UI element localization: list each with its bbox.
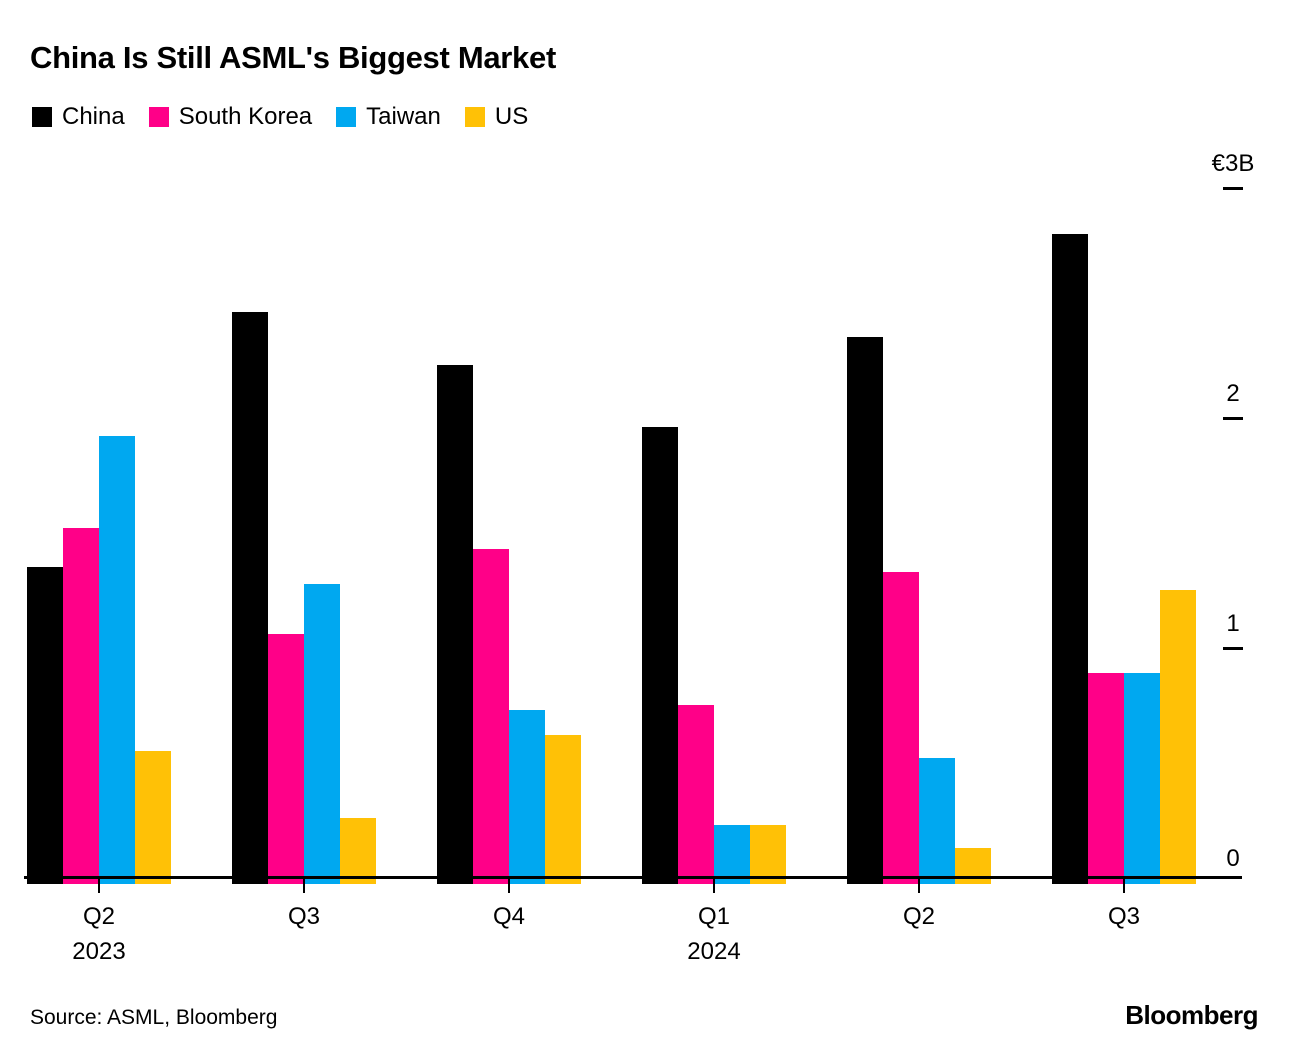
x-axis-tick bbox=[918, 879, 920, 893]
y-axis-tick bbox=[1223, 187, 1243, 190]
bar-taiwan-q3 bbox=[1124, 673, 1160, 884]
bloomberg-logo: Bloomberg bbox=[1125, 1000, 1258, 1030]
legend-swatch-south-korea bbox=[148, 107, 169, 127]
x-axis-tick bbox=[1123, 879, 1125, 893]
legend-label-china: China bbox=[62, 103, 125, 130]
legend-label-south-korea: South Korea bbox=[178, 103, 313, 130]
bar-us-q3 bbox=[340, 818, 376, 884]
bar-taiwan-q2 bbox=[919, 758, 955, 884]
y-axis-label: €3B bbox=[1211, 150, 1255, 177]
x-axis-tick bbox=[508, 879, 510, 893]
bar-china-q2-2023 bbox=[27, 567, 63, 884]
legend-label-us: US bbox=[494, 103, 529, 130]
legend-swatch-china bbox=[32, 107, 52, 127]
bar-us-q3 bbox=[1160, 590, 1196, 884]
bar-south-korea-q4 bbox=[473, 549, 509, 884]
legend-item-us: US bbox=[464, 103, 529, 131]
chart-title: China Is Still ASML's Biggest Market bbox=[30, 40, 556, 75]
y-axis-label: 2 bbox=[1226, 380, 1240, 407]
bar-china-q3 bbox=[1052, 234, 1088, 884]
y-axis-label: 1 bbox=[1226, 610, 1240, 637]
y-axis-label: 0 bbox=[1226, 845, 1240, 872]
bar-china-q1-2024 bbox=[642, 427, 678, 884]
bar-china-q3 bbox=[232, 312, 268, 884]
bar-us-q2-2023 bbox=[135, 751, 171, 884]
x-axis-label-year: 2024 bbox=[687, 938, 741, 965]
bar-south-korea-q1-2024 bbox=[678, 705, 714, 884]
y-axis-tick bbox=[1223, 417, 1243, 420]
legend-swatch-taiwan bbox=[336, 107, 357, 127]
x-axis-label-year: 2023 bbox=[72, 938, 126, 965]
bar-south-korea-q3 bbox=[1088, 673, 1124, 884]
legend-label-taiwan: Taiwan bbox=[366, 103, 441, 130]
bar-taiwan-q4 bbox=[509, 710, 545, 884]
x-axis-tick bbox=[713, 879, 715, 893]
bar-south-korea-q3 bbox=[268, 634, 304, 884]
bar-south-korea-q2-2023 bbox=[63, 528, 99, 884]
legend-swatch-us bbox=[464, 107, 485, 127]
legend-item-south-korea: South Korea bbox=[148, 103, 313, 131]
bar-taiwan-q1-2024 bbox=[714, 825, 750, 884]
bar-us-q1-2024 bbox=[750, 825, 786, 884]
x-axis-line bbox=[24, 876, 1242, 879]
bar-us-q4 bbox=[545, 735, 581, 884]
x-axis-label-quarter: Q2 bbox=[902, 903, 935, 930]
x-axis-label-quarter: Q1 bbox=[697, 903, 730, 930]
bar-taiwan-q3 bbox=[304, 584, 340, 884]
legend: China South Korea Taiwan US bbox=[32, 103, 528, 131]
legend-item-china: China bbox=[32, 103, 125, 131]
x-axis-label-quarter: Q4 bbox=[492, 903, 525, 930]
bar-south-korea-q2 bbox=[883, 572, 919, 884]
x-axis-label-quarter: Q3 bbox=[287, 903, 320, 930]
source-note: Source: ASML, Bloomberg bbox=[30, 1006, 278, 1029]
legend-item-taiwan: Taiwan bbox=[336, 103, 441, 131]
x-axis-tick bbox=[303, 879, 305, 893]
x-axis-label-quarter: Q2 bbox=[82, 903, 115, 930]
x-axis-label-quarter: Q3 bbox=[1107, 903, 1140, 930]
x-axis-tick bbox=[98, 879, 100, 893]
y-axis-tick bbox=[1223, 647, 1243, 650]
bar-china-q4 bbox=[437, 365, 473, 884]
bar-china-q2 bbox=[847, 337, 883, 884]
bar-taiwan-q2-2023 bbox=[99, 436, 135, 884]
